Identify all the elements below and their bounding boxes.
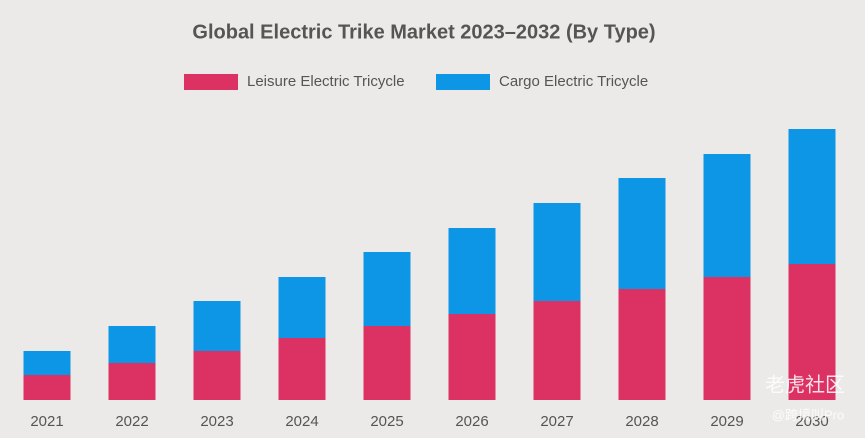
x-tick-label: 2029 <box>710 413 743 430</box>
x-tick-label: 2025 <box>370 413 403 430</box>
bar-segment <box>108 363 156 400</box>
bar-segment <box>533 301 581 400</box>
x-tick-label: 2030 <box>795 413 828 430</box>
bar-segment <box>193 351 241 400</box>
bar-segment <box>23 375 71 400</box>
bar-segment <box>703 277 751 400</box>
bar-segment <box>278 338 326 400</box>
bar-segment <box>278 277 326 338</box>
bar-segment <box>363 252 411 326</box>
bar-segment <box>788 129 836 264</box>
bar-segment <box>193 301 241 351</box>
x-tick-label: 2026 <box>455 413 488 430</box>
bar-segment <box>23 351 71 375</box>
bar-segment <box>788 264 836 400</box>
x-tick-label: 2028 <box>625 413 658 430</box>
bar-segment <box>108 326 156 363</box>
watermark: 老虎社区 <box>765 373 845 396</box>
bar-segment <box>533 203 581 301</box>
x-tick-label: 2024 <box>285 413 318 430</box>
x-tick-label: 2021 <box>30 413 63 430</box>
x-tick-label: 2023 <box>200 413 233 430</box>
bar-segment <box>363 326 411 400</box>
x-tick-label: 2022 <box>115 413 148 430</box>
legend-label: Leisure Electric Tricycle <box>247 73 405 90</box>
legend-label: Cargo Electric Tricycle <box>499 73 648 90</box>
legend-swatch <box>184 74 238 90</box>
bar-segment <box>618 178 666 289</box>
chart-title: Global Electric Trike Market 2023–2032 (… <box>192 21 655 43</box>
legend-swatch <box>436 74 490 90</box>
bar-segment <box>448 228 496 314</box>
bar-segment <box>618 289 666 400</box>
bar-segment <box>703 154 751 277</box>
bar-segment <box>448 314 496 400</box>
watermark: @跨境叫Pro <box>772 407 844 422</box>
x-tick-label: 2027 <box>540 413 573 430</box>
